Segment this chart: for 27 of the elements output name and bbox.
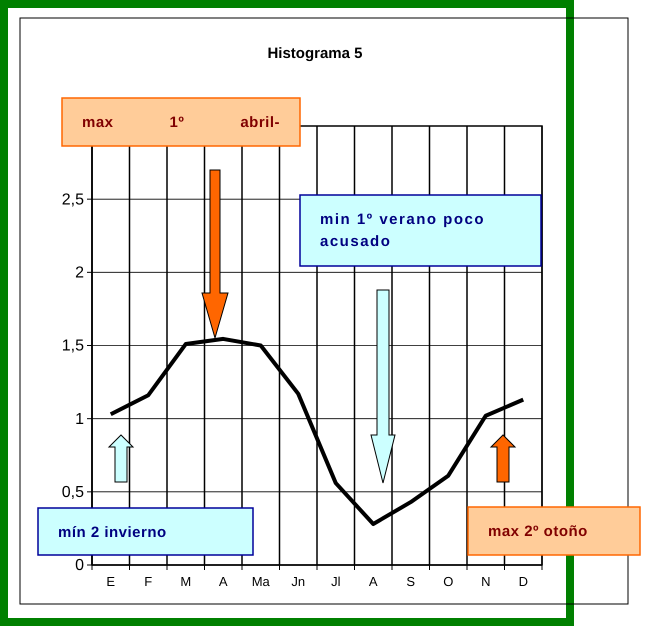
x-tick-label: Ma bbox=[252, 574, 271, 590]
note-box: max 1º abril- bbox=[61, 97, 301, 147]
x-tick-label: N bbox=[481, 574, 490, 590]
x-tick-label: F bbox=[144, 574, 152, 590]
x-tick-label: D bbox=[518, 574, 528, 590]
y-tick-label: 0 bbox=[75, 557, 84, 574]
x-tick-label: E bbox=[106, 574, 116, 590]
x-tick-label: S bbox=[406, 574, 416, 590]
annotation: min 1º verano poco acusado bbox=[320, 210, 486, 252]
x-tick-label: M bbox=[180, 574, 192, 590]
x-tick-label: A bbox=[218, 574, 228, 590]
note-box: min 1º verano poco acusado bbox=[299, 194, 542, 267]
annotation: mín 2 invierno bbox=[58, 523, 168, 543]
y-tick-label: 2,5 bbox=[62, 191, 84, 208]
annotation: max 2º otoño bbox=[488, 522, 589, 542]
x-tick-label: Jn bbox=[291, 574, 306, 590]
chart-title: Histograma 5 bbox=[267, 45, 363, 62]
y-tick-label: 0,5 bbox=[62, 484, 84, 501]
y-tick-label: 1,5 bbox=[62, 338, 84, 355]
y-tick-label: 2 bbox=[75, 264, 84, 282]
annotation: max 1º abril- bbox=[82, 113, 280, 133]
x-tick-label: Jl bbox=[331, 574, 341, 590]
y-tick-label: 1 bbox=[75, 410, 84, 428]
note-box: mín 2 invierno bbox=[37, 507, 254, 556]
note-box: max 2º otoño bbox=[467, 506, 641, 556]
x-tick-label: O bbox=[443, 574, 454, 590]
x-tick-label: A bbox=[368, 574, 378, 590]
